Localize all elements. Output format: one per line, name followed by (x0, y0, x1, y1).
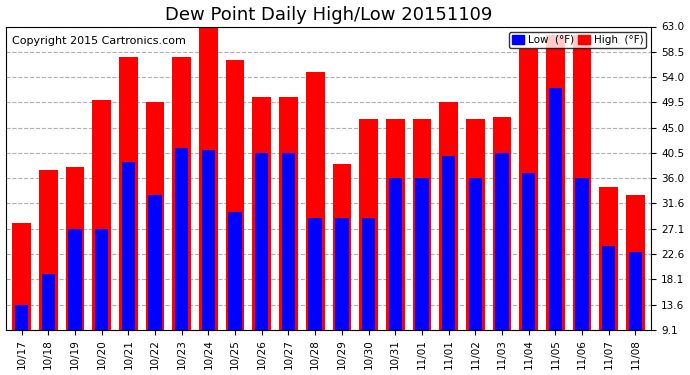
Legend: Low  (°F), High  (°F): Low (°F), High (°F) (509, 32, 647, 48)
Bar (148, 195, 161, 375)
Bar (469, 178, 482, 375)
Bar (386, 119, 404, 375)
Bar (66, 167, 84, 375)
Bar (282, 153, 295, 375)
Bar (92, 100, 111, 375)
Bar (41, 274, 55, 375)
Bar (279, 97, 298, 375)
Bar (121, 162, 135, 375)
Title: Dew Point Daily High/Low 20151109: Dew Point Daily High/Low 20151109 (165, 6, 492, 24)
Bar (442, 156, 455, 375)
Bar (493, 117, 511, 375)
Bar (175, 147, 188, 375)
Bar (95, 229, 108, 375)
Bar (15, 305, 28, 375)
Bar (68, 229, 81, 375)
Bar (573, 35, 591, 375)
Bar (119, 57, 138, 375)
Bar (306, 72, 324, 375)
Bar (359, 119, 378, 375)
Bar (575, 178, 589, 375)
Bar (415, 178, 428, 375)
Bar (146, 102, 164, 375)
Bar (388, 178, 402, 375)
Bar (626, 195, 644, 375)
Bar (12, 224, 31, 375)
Bar (39, 170, 57, 375)
Bar (226, 60, 244, 375)
Bar (228, 212, 242, 375)
Bar (546, 35, 564, 375)
Bar (495, 153, 509, 375)
Bar (362, 218, 375, 375)
Bar (629, 252, 642, 375)
Bar (602, 246, 615, 375)
Bar (466, 119, 484, 375)
Bar (549, 88, 562, 375)
Bar (308, 218, 322, 375)
Bar (255, 153, 268, 375)
Bar (520, 49, 538, 375)
Bar (172, 57, 191, 375)
Bar (413, 119, 431, 375)
Bar (253, 97, 271, 375)
Bar (335, 218, 348, 375)
Bar (201, 150, 215, 375)
Bar (333, 164, 351, 375)
Bar (600, 187, 618, 375)
Text: Copyright 2015 Cartronics.com: Copyright 2015 Cartronics.com (12, 36, 186, 46)
Bar (440, 102, 458, 375)
Bar (522, 173, 535, 375)
Bar (199, 24, 218, 375)
